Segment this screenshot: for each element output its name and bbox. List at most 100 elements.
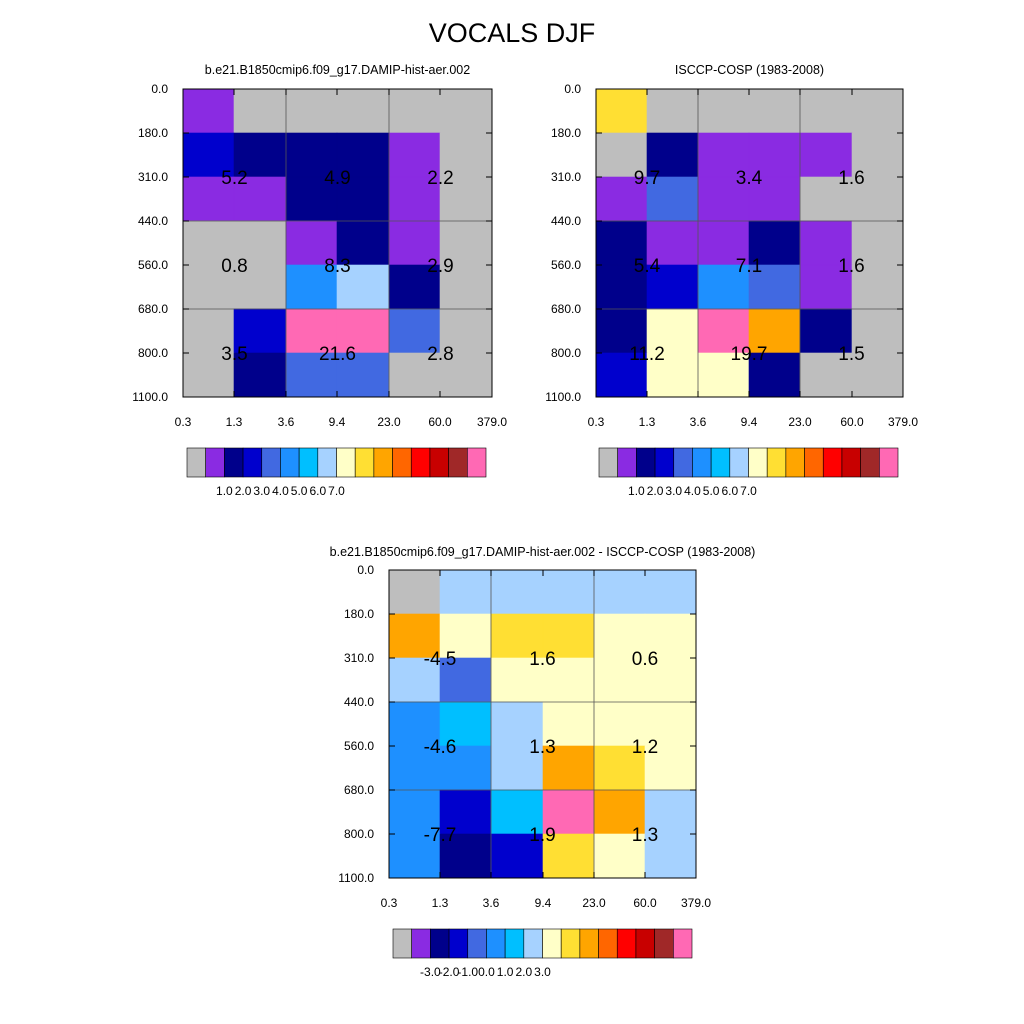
colorbar-swatch	[261, 447, 281, 478]
x-tick-label: 60.0	[428, 415, 452, 429]
heatmap-cell	[646, 132, 699, 178]
page-title: VOCALS DJF	[428, 18, 596, 48]
x-tick-label: 9.4	[535, 896, 552, 910]
heatmap-cell	[646, 176, 699, 222]
heatmap-cell	[336, 176, 390, 222]
heatmap-cell	[593, 833, 646, 879]
cell-value-label: -7.7	[424, 825, 457, 846]
colorbar-label: -3.0	[420, 965, 441, 979]
cell-value-label: 1.6	[529, 649, 555, 670]
cell-value-label: 1.3	[529, 737, 555, 758]
colorbar-swatch	[336, 447, 356, 478]
heatmap-cell	[748, 132, 801, 178]
heatmap-cell	[233, 176, 287, 222]
colorbar-swatch	[448, 447, 468, 478]
heatmap-cell	[646, 220, 699, 266]
heatmap-cell	[697, 132, 750, 178]
x-tick-label: 0.3	[588, 415, 605, 429]
cell-value-label: 2.9	[427, 256, 453, 277]
y-tick-label: 560.0	[344, 739, 374, 753]
heatmap-cell	[593, 745, 646, 791]
colorbar-label: 4.0	[684, 484, 701, 498]
heatmap-cell	[542, 701, 595, 747]
heatmap-cell	[748, 352, 801, 398]
colorbar-label: -2.0	[439, 965, 460, 979]
cell-value-label: 1.3	[632, 825, 658, 846]
heatmap-cell	[388, 264, 441, 310]
heatmap-cell	[439, 176, 493, 222]
colorbar-label: 5.0	[291, 484, 308, 498]
x-tick-label: 3.6	[690, 415, 707, 429]
colorbar-swatch	[598, 928, 618, 959]
colorbar-label: -1.0	[457, 965, 478, 979]
heatmap-cell	[799, 264, 853, 310]
colorbar-swatch	[598, 447, 618, 478]
heatmap-cell	[595, 88, 648, 134]
heatmap-cell	[285, 264, 338, 310]
heatmap-cell	[644, 833, 697, 879]
heatmap-cell	[748, 220, 801, 266]
y-tick-label: 310.0	[344, 651, 374, 665]
heatmap-cell	[336, 264, 390, 310]
colorbar-swatch	[636, 447, 656, 478]
panel-model: b.e21.B1850cmip6.f09_g17.DAMIP-hist-aer.…	[132, 63, 507, 498]
cell-value-label: 8.3	[324, 256, 350, 277]
colorbar-swatch	[542, 928, 562, 959]
colorbar-swatch	[298, 447, 319, 478]
x-tick-label: 23.0	[377, 415, 401, 429]
y-tick-label: 440.0	[344, 695, 374, 709]
heatmap-cell	[182, 308, 235, 354]
x-tick-label: 379.0	[477, 415, 507, 429]
heatmap-cell	[595, 352, 648, 398]
cell-value-label: 1.6	[838, 256, 864, 277]
colorbar-label: 3.0	[534, 965, 551, 979]
heatmap-cell	[182, 220, 235, 266]
y-tick-label: 0.0	[357, 563, 374, 577]
heatmap-cell	[233, 264, 287, 310]
colorbar-label: 6.0	[721, 484, 738, 498]
heatmap-cell	[851, 132, 904, 178]
colorbar-swatch	[467, 447, 487, 478]
y-tick-label: 180.0	[344, 607, 374, 621]
heatmap-cell	[388, 701, 441, 747]
heatmap-cell	[182, 132, 235, 178]
colorbar-swatch	[841, 447, 861, 478]
heatmap-cell	[851, 88, 904, 134]
heatmap-cell	[336, 88, 390, 134]
cell-value-label: -4.6	[424, 737, 457, 758]
panel-difference: b.e21.B1850cmip6.f09_g17.DAMIP-hist-aer.…	[330, 545, 756, 979]
colorbar-swatch	[448, 928, 469, 959]
x-tick-label: 60.0	[633, 896, 657, 910]
cell-value-label: 1.2	[632, 737, 658, 758]
cell-value-label: 0.6	[632, 649, 658, 670]
cell-value-label: 21.6	[319, 344, 356, 365]
colorbar-swatch	[224, 447, 244, 478]
heatmap-cell	[388, 657, 441, 703]
cell-value-label: 3.4	[736, 168, 763, 189]
heatmap-cell	[646, 352, 699, 398]
colorbar-label: 1.0	[628, 484, 645, 498]
heatmap-cell	[593, 613, 646, 659]
heatmap-cell	[644, 745, 697, 791]
heatmap-cell	[593, 789, 646, 835]
heatmap-cell	[439, 264, 493, 310]
colorbar-swatch	[280, 447, 300, 478]
x-tick-label: 3.6	[278, 415, 295, 429]
heatmap-cell	[490, 701, 544, 747]
heatmap-cell	[748, 176, 801, 222]
colorbar-swatch	[654, 447, 675, 478]
heatmap-cell	[644, 613, 697, 659]
colorbar-swatch	[654, 928, 674, 959]
cell-value-label: 3.5	[221, 344, 247, 365]
heatmap-cell	[644, 701, 697, 747]
y-tick-label: 1100.0	[132, 390, 168, 404]
colorbar-swatch	[523, 928, 543, 959]
panel-title: ISCCP-COSP (1983-2008)	[675, 63, 824, 77]
y-tick-label: 800.0	[138, 346, 168, 360]
heatmap-cell	[646, 308, 699, 354]
x-tick-label: 3.6	[483, 896, 500, 910]
x-tick-label: 60.0	[840, 415, 864, 429]
heatmap-cell	[799, 176, 853, 222]
colorbar-swatch	[822, 447, 843, 478]
heatmap-cell	[697, 264, 750, 310]
